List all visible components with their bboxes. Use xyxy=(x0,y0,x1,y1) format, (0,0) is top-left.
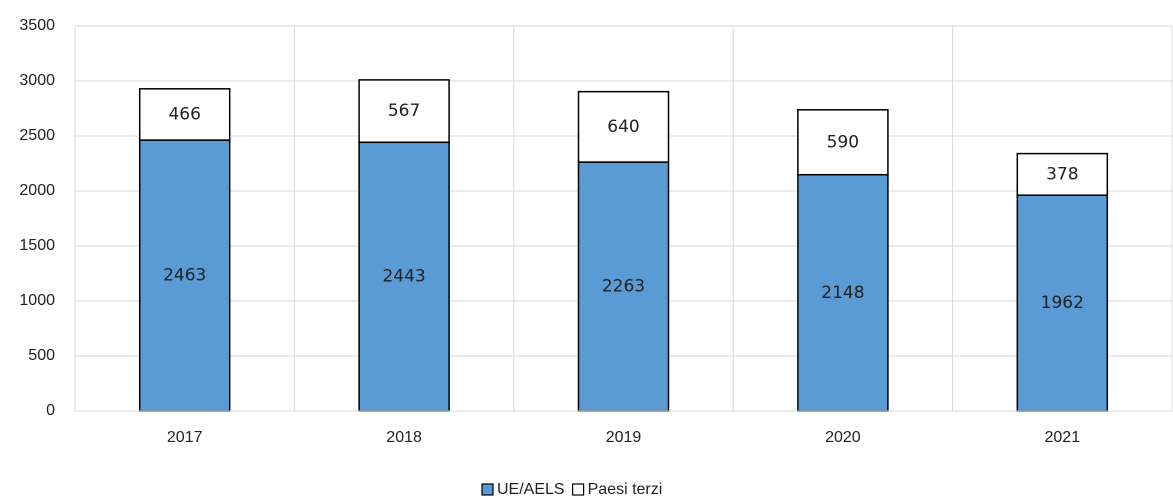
bar-segment xyxy=(1016,152,1109,196)
data-label: 590 xyxy=(827,132,859,152)
legend-swatch xyxy=(481,483,494,496)
bar-segment xyxy=(1016,194,1109,412)
y-tick-label: 3500 xyxy=(19,17,55,34)
bar-segment xyxy=(797,173,889,412)
data-label: 1962 xyxy=(1041,293,1084,313)
bar-segment xyxy=(577,90,670,163)
data-label: 466 xyxy=(168,104,200,124)
data-label: 2443 xyxy=(382,267,425,287)
legend-label: UE/AELS xyxy=(497,481,565,498)
y-tick-label: 3000 xyxy=(19,72,55,89)
y-tick-label: 1000 xyxy=(19,292,55,309)
x-tick-label: 2017 xyxy=(167,429,203,446)
data-label: 2463 xyxy=(163,266,206,286)
legend-swatch xyxy=(571,483,585,496)
y-tick-label: 2000 xyxy=(19,182,55,199)
y-tick-label: 500 xyxy=(28,347,55,364)
bar-segment xyxy=(138,139,231,412)
bar-segment xyxy=(138,88,231,141)
bar-segment xyxy=(797,109,889,176)
x-tick-label: 2018 xyxy=(386,429,422,446)
data-label: 567 xyxy=(388,101,420,121)
bar-segment xyxy=(577,161,670,412)
x-tick-label: 2019 xyxy=(606,429,642,446)
y-tick-label: 0 xyxy=(46,402,55,419)
data-label: 640 xyxy=(607,117,639,137)
data-label: 378 xyxy=(1046,164,1078,184)
data-label: 2148 xyxy=(821,283,864,303)
x-tick-label: 2020 xyxy=(825,429,861,446)
x-tick-label: 2021 xyxy=(1045,429,1081,446)
y-tick-label: 2500 xyxy=(19,127,55,144)
bar-segment xyxy=(358,141,450,412)
data-label: 2263 xyxy=(602,277,645,297)
bar-segment xyxy=(358,79,450,144)
legend-label: Paesi terzi xyxy=(588,481,663,498)
y-tick-label: 1500 xyxy=(19,237,55,254)
